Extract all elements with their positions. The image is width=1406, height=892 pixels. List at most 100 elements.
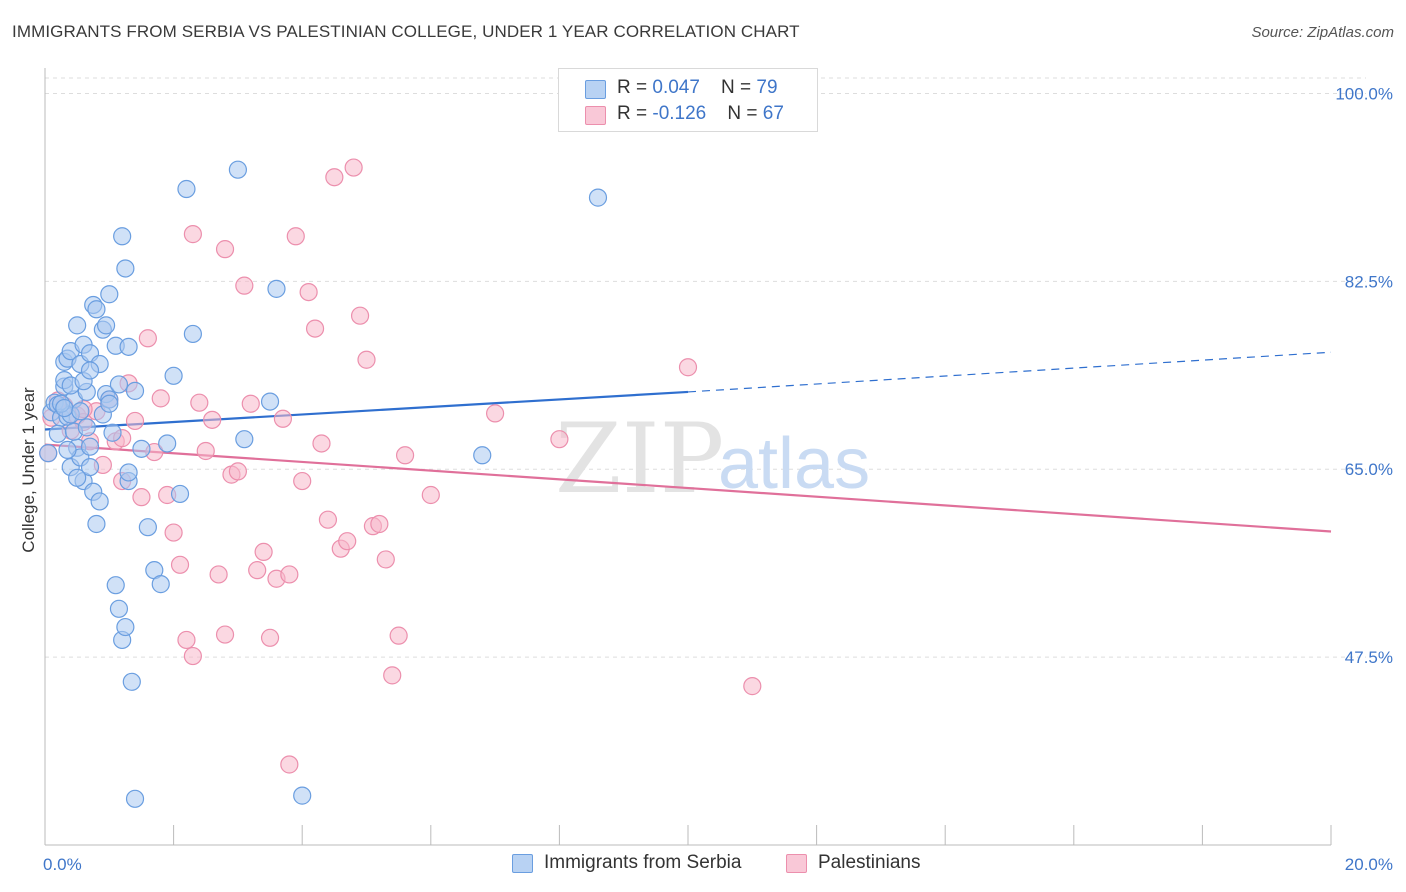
point-serbia bbox=[87, 514, 106, 534]
y-tick-labels: 47.5% 65.0% 82.5% 100.0% bbox=[1335, 84, 1393, 667]
point-palestinians bbox=[357, 350, 376, 369]
point-serbia bbox=[183, 324, 202, 344]
legend-swatch-palestinians bbox=[585, 106, 606, 125]
x-tick-label: 20.0% bbox=[1345, 855, 1393, 874]
point-palestinians bbox=[177, 630, 196, 650]
point-palestinians bbox=[383, 666, 402, 685]
point-palestinians bbox=[338, 532, 357, 551]
point-palestinians bbox=[370, 514, 389, 534]
point-serbia bbox=[119, 337, 138, 356]
bottom-swatch-palestinians bbox=[786, 854, 807, 873]
point-serbia bbox=[100, 394, 119, 413]
point-palestinians bbox=[228, 462, 247, 481]
point-palestinians bbox=[254, 542, 273, 562]
point-serbia bbox=[260, 392, 280, 411]
point-serbia bbox=[106, 576, 125, 595]
point-serbia bbox=[588, 188, 608, 207]
point-palestinians bbox=[395, 446, 415, 465]
point-palestinians bbox=[389, 626, 408, 645]
data-points bbox=[39, 158, 762, 808]
y-tick-label: 82.5% bbox=[1345, 272, 1393, 291]
point-palestinians bbox=[183, 225, 202, 244]
point-palestinians bbox=[125, 411, 145, 431]
point-serbia bbox=[113, 227, 132, 246]
point-palestinians bbox=[248, 561, 267, 580]
point-serbia bbox=[39, 444, 58, 463]
point-palestinians bbox=[550, 430, 569, 449]
point-palestinians bbox=[209, 565, 228, 584]
point-palestinians bbox=[344, 158, 363, 177]
point-palestinians bbox=[305, 319, 325, 338]
point-serbia bbox=[125, 381, 145, 400]
point-palestinians bbox=[325, 168, 344, 187]
point-serbia bbox=[122, 672, 141, 691]
point-serbia bbox=[164, 366, 183, 385]
point-palestinians bbox=[235, 276, 254, 295]
point-palestinians bbox=[486, 404, 505, 423]
trend-line-serbia-dashed bbox=[687, 351, 1332, 393]
point-palestinians bbox=[170, 555, 190, 574]
stats-legend: R = 0.047 N = 79 R = -0.126 N = 67 bbox=[558, 68, 818, 132]
point-palestinians bbox=[280, 755, 299, 774]
point-palestinians bbox=[312, 434, 331, 453]
point-palestinians bbox=[164, 523, 183, 542]
legend-stats-palestinians: R = -0.126 N = 67 bbox=[617, 103, 784, 124]
point-palestinians bbox=[318, 510, 338, 529]
point-serbia bbox=[116, 259, 135, 278]
point-serbia bbox=[80, 457, 100, 477]
point-palestinians bbox=[215, 240, 235, 259]
y-axis-label: College, Under 1 year bbox=[19, 387, 38, 553]
point-palestinians bbox=[151, 389, 170, 408]
point-serbia bbox=[68, 316, 87, 335]
point-serbia bbox=[170, 484, 190, 504]
x-tick-labels: 0.0% 20.0% bbox=[43, 855, 1393, 874]
point-palestinians bbox=[678, 358, 698, 377]
point-serbia bbox=[158, 434, 177, 453]
trend-line-palestinians bbox=[44, 443, 1332, 533]
point-serbia bbox=[109, 599, 129, 618]
point-palestinians bbox=[203, 410, 222, 429]
point-serbia bbox=[235, 430, 254, 449]
bottom-legend-label-palestinians: Palestinians bbox=[818, 852, 921, 873]
point-serbia bbox=[80, 361, 100, 380]
point-serbia bbox=[267, 279, 286, 298]
point-serbia bbox=[80, 437, 100, 456]
point-serbia bbox=[177, 179, 196, 199]
source-label: Source: ZipAtlas.com bbox=[1251, 24, 1394, 41]
point-palestinians bbox=[299, 282, 318, 302]
y-tick-label: 65.0% bbox=[1345, 460, 1393, 479]
point-serbia bbox=[87, 300, 106, 319]
y-tick-label: 100.0% bbox=[1335, 84, 1393, 103]
trend-lines bbox=[44, 351, 1332, 533]
point-serbia bbox=[473, 446, 492, 465]
point-palestinians bbox=[183, 646, 202, 666]
point-serbia bbox=[96, 316, 116, 335]
point-serbia bbox=[48, 424, 67, 443]
bottom-swatch-serbia bbox=[512, 854, 533, 873]
point-palestinians bbox=[743, 677, 762, 696]
point-serbia bbox=[103, 423, 122, 442]
point-serbia bbox=[58, 440, 77, 460]
point-serbia bbox=[138, 518, 157, 537]
bottom-legend-label-serbia: Immigrants from Serbia bbox=[544, 852, 742, 873]
point-palestinians bbox=[260, 628, 280, 647]
point-serbia bbox=[125, 789, 145, 808]
y-tick-label: 47.5% bbox=[1345, 648, 1393, 667]
point-palestinians bbox=[215, 625, 235, 644]
point-serbia bbox=[55, 398, 74, 418]
trend-line-serbia bbox=[44, 390, 689, 431]
point-serbia bbox=[90, 492, 109, 511]
point-palestinians bbox=[273, 409, 293, 428]
watermark: ZIP atlas bbox=[555, 403, 870, 515]
point-serbia bbox=[71, 402, 90, 421]
point-serbia bbox=[119, 463, 138, 482]
point-palestinians bbox=[293, 471, 312, 491]
point-serbia bbox=[116, 617, 135, 637]
point-palestinians bbox=[421, 485, 440, 505]
point-serbia bbox=[228, 160, 247, 179]
point-serbia bbox=[151, 575, 170, 594]
point-serbia bbox=[109, 375, 129, 394]
point-palestinians bbox=[196, 441, 215, 461]
point-palestinians bbox=[280, 565, 299, 584]
